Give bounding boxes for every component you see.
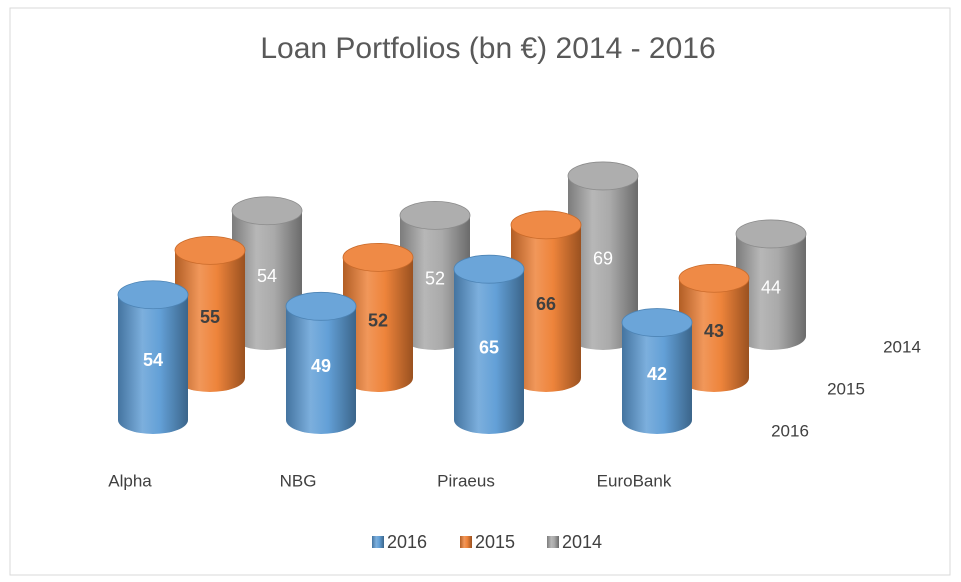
- cylinder: [232, 210, 302, 350]
- data-label: 55: [200, 307, 220, 327]
- data-label: 52: [425, 268, 445, 288]
- cylinder: [286, 306, 356, 434]
- x-tick-label: NBG: [280, 471, 317, 490]
- cylinder-top: [285, 291, 357, 321]
- depth-tick-label: 2014: [883, 337, 921, 356]
- cylinder: [118, 294, 188, 434]
- cylinder: [679, 278, 749, 392]
- x-tick-label: EuroBank: [597, 471, 672, 490]
- chart-title: Loan Portfolios (bn €) 2014 - 2016: [260, 32, 715, 65]
- cylinder-top: [342, 242, 414, 272]
- legend-swatch: [460, 536, 472, 548]
- legend-label: 2015: [475, 532, 515, 552]
- legend-swatch: [547, 536, 559, 548]
- legend-label: 2014: [562, 532, 602, 552]
- cylinder: [400, 215, 470, 350]
- cylinder-top: [117, 280, 189, 310]
- cylinder-top: [231, 196, 303, 226]
- cylinder-top: [399, 200, 471, 230]
- cylinder-top: [174, 235, 246, 265]
- x-tick-label: Piraeus: [437, 471, 495, 490]
- x-tick-label: Alpha: [108, 471, 152, 490]
- data-label: 43: [704, 321, 724, 341]
- legend-label: 2016: [387, 532, 427, 552]
- cylinder: [454, 269, 524, 434]
- cylinder-top: [621, 308, 693, 337]
- cylinder: [511, 224, 581, 392]
- cylinder-top: [510, 210, 582, 240]
- cylinder: [622, 322, 692, 434]
- cylinder-top: [735, 219, 807, 249]
- depth-tick-label: 2016: [771, 421, 809, 440]
- data-label: 54: [143, 350, 163, 370]
- data-label: 44: [761, 278, 781, 298]
- depth-tick-label: 2015: [827, 379, 865, 398]
- cylinder-top: [567, 161, 639, 191]
- legend-swatch: [372, 536, 384, 548]
- cylinder: [736, 233, 806, 350]
- cylinder: [343, 257, 413, 392]
- data-label: 49: [311, 356, 331, 376]
- data-label: 54: [257, 266, 277, 286]
- data-label: 42: [647, 364, 667, 384]
- cylinder-top: [678, 263, 750, 293]
- data-label: 52: [368, 310, 388, 330]
- data-label: 66: [536, 294, 556, 314]
- cylinder-top: [453, 254, 525, 284]
- data-label: 69: [593, 249, 613, 269]
- cylinder: [568, 175, 638, 350]
- cylinder: [175, 250, 245, 392]
- data-label: 65: [479, 337, 499, 357]
